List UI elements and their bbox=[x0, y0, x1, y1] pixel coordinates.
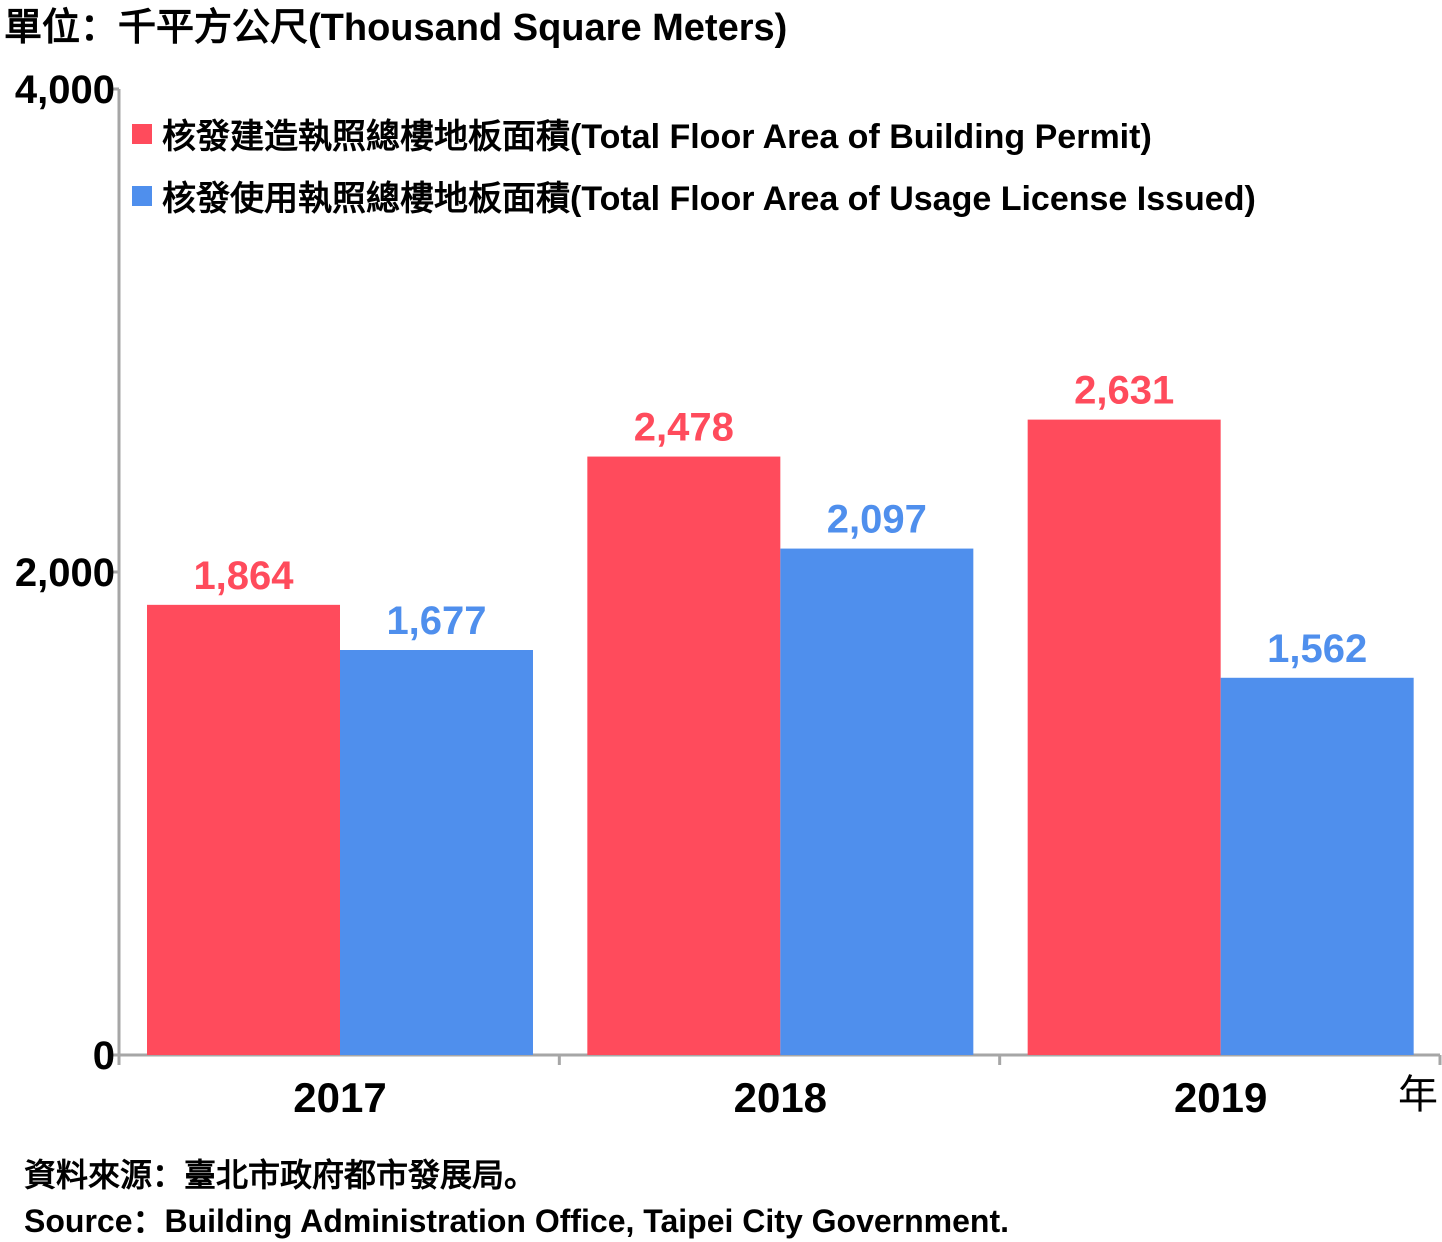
bars bbox=[147, 419, 1414, 1055]
category-label: 2018 bbox=[734, 1074, 827, 1121]
value-label-usage-license-2019: 1,562 bbox=[1267, 627, 1367, 671]
y-tick-label: 0 bbox=[93, 1034, 115, 1078]
value-label-usage-license-2018: 2,097 bbox=[827, 498, 927, 542]
legend-label-building-permit: 核發建造執照總樓地板面積(Total Floor Area of Buildin… bbox=[162, 118, 1152, 156]
value-labels: 1,864 1,677 2,478 2,097 2,631 1,562 bbox=[193, 369, 1367, 671]
source-zh: 資料來源：臺北市政府都市發展局。 bbox=[24, 1157, 536, 1193]
category-label: 2019 bbox=[1174, 1074, 1267, 1121]
legend-label-usage-license: 核發使用執照總樓地板面積(Total Floor Area of Usage L… bbox=[162, 180, 1256, 218]
bar-building-permit-2019 bbox=[1027, 419, 1221, 1055]
x-axis-suffix: 年 bbox=[1398, 1073, 1438, 1117]
y-tick-label: 4,000 bbox=[15, 68, 115, 112]
value-label-building-permit-2018: 2,478 bbox=[634, 406, 734, 450]
tick-labels: 0 2,000 4,000 bbox=[15, 68, 115, 1078]
bar-usage-license-2017 bbox=[340, 650, 533, 1055]
legend-swatch-usage-license bbox=[132, 186, 152, 206]
value-label-building-permit-2019: 2,631 bbox=[1074, 369, 1174, 413]
bar-building-permit-2017 bbox=[147, 604, 340, 1055]
value-label-usage-license-2017: 1,677 bbox=[386, 599, 486, 643]
source-en: Source：Building Administration Office, T… bbox=[24, 1203, 1009, 1239]
category-labels: 2017 2018 2019 bbox=[293, 1074, 1267, 1121]
unit-label: 單位：千平方公尺(Thousand Square Meters) bbox=[4, 7, 787, 49]
legend: 核發建造執照總樓地板面積(Total Floor Area of Buildin… bbox=[132, 118, 1256, 218]
bar-usage-license-2019 bbox=[1220, 677, 1414, 1055]
category-label: 2017 bbox=[293, 1074, 386, 1121]
y-tick-label: 2,000 bbox=[15, 551, 115, 595]
bar-building-permit-2018 bbox=[587, 456, 781, 1055]
bar-usage-license-2018 bbox=[780, 548, 974, 1055]
value-label-building-permit-2017: 1,864 bbox=[193, 554, 294, 598]
legend-swatch-building-permit bbox=[132, 124, 152, 144]
